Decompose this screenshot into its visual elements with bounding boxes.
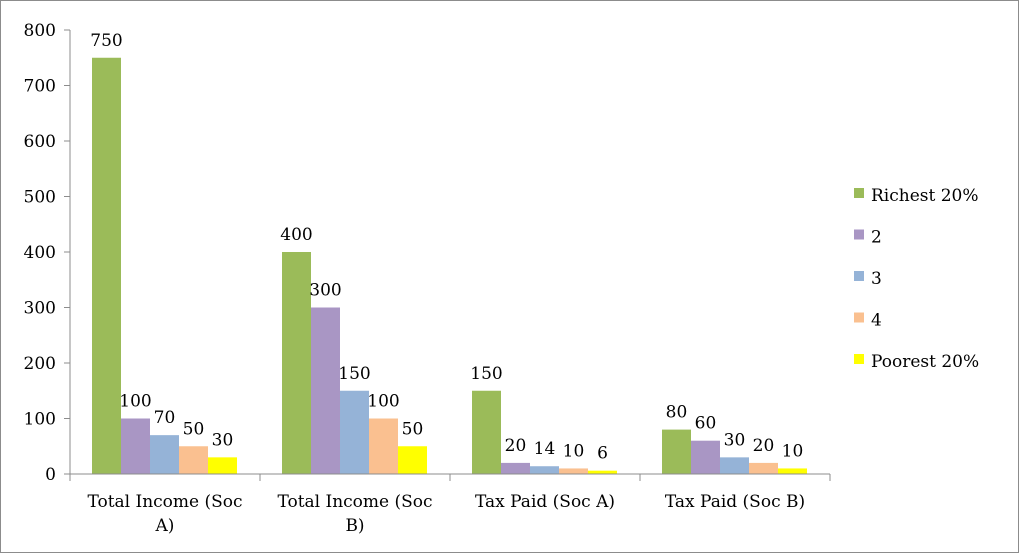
y-tick-label: 0 <box>45 465 56 485</box>
bar <box>691 440 720 474</box>
x-tick-label: Total Income (Soc <box>277 492 432 512</box>
bar <box>749 462 778 474</box>
bar <box>121 418 150 474</box>
bar <box>369 418 398 474</box>
y-tick-label: 700 <box>24 77 56 97</box>
data-label: 80 <box>666 403 688 423</box>
x-tick-label: Tax Paid (Soc B) <box>665 492 805 512</box>
bar <box>311 307 340 474</box>
legend-label: Poorest 20% <box>871 352 979 372</box>
data-label: 10 <box>782 441 804 461</box>
bar <box>92 57 121 474</box>
y-tick-label: 800 <box>24 21 56 41</box>
bar <box>179 446 208 474</box>
data-label: 10 <box>563 441 585 461</box>
axes <box>69 30 831 481</box>
y-axis-ticks: 0 100 200 300 400 500 600 700 800 <box>24 21 70 485</box>
data-label: 300 <box>309 281 341 301</box>
legend-swatch <box>854 229 864 240</box>
bar <box>662 429 691 474</box>
bar <box>588 470 617 474</box>
bars <box>92 57 807 474</box>
legend-label: Richest 20% <box>871 186 979 206</box>
y-tick-label: 400 <box>24 243 56 263</box>
data-label: 150 <box>470 364 502 384</box>
data-label: 30 <box>212 430 234 450</box>
data-label: 50 <box>402 419 424 439</box>
legend-label: 2 <box>871 228 882 248</box>
data-label: 14 <box>534 439 556 459</box>
bar <box>559 468 588 474</box>
x-tick-label: Total Income (Soc <box>87 492 242 512</box>
bar <box>208 457 237 474</box>
y-tick-label: 200 <box>24 354 56 374</box>
x-tick-label: A) <box>155 516 175 536</box>
data-label: 400 <box>280 225 312 245</box>
bar <box>778 468 807 474</box>
x-tick-label: Tax Paid (Soc A) <box>475 492 615 512</box>
data-label: 750 <box>90 31 122 51</box>
data-label: 6 <box>597 444 608 464</box>
data-label: 70 <box>154 408 176 428</box>
legend-label: 3 <box>871 269 882 289</box>
data-label: 50 <box>183 419 205 439</box>
bar <box>472 390 501 474</box>
data-label: 100 <box>119 392 151 412</box>
bar <box>720 457 749 474</box>
data-label: 150 <box>338 364 370 384</box>
y-tick-label: 100 <box>24 410 56 430</box>
y-tick-label: 600 <box>24 132 56 152</box>
legend-swatch <box>854 312 864 323</box>
data-label: 60 <box>695 414 717 434</box>
legend: Richest 20% 2 3 4 Poorest 20% <box>854 186 979 372</box>
y-tick-label: 300 <box>24 299 56 319</box>
bar <box>282 252 311 474</box>
bar <box>501 462 530 474</box>
bar <box>150 435 179 474</box>
data-label: 100 <box>367 392 399 412</box>
legend-swatch <box>854 354 864 364</box>
bar <box>340 390 369 474</box>
data-label: 20 <box>505 436 527 456</box>
y-tick-label: 500 <box>24 188 56 208</box>
data-label: 30 <box>724 430 746 450</box>
bar <box>530 466 559 474</box>
x-tick-label: B) <box>345 516 364 536</box>
bar <box>398 446 427 474</box>
legend-swatch <box>854 188 864 198</box>
legend-swatch <box>854 271 864 281</box>
category-labels: Total Income (Soc A) Total Income (Soc B) Ta… <box>87 492 805 536</box>
data-label: 20 <box>753 436 775 456</box>
legend-label: 4 <box>871 311 882 331</box>
